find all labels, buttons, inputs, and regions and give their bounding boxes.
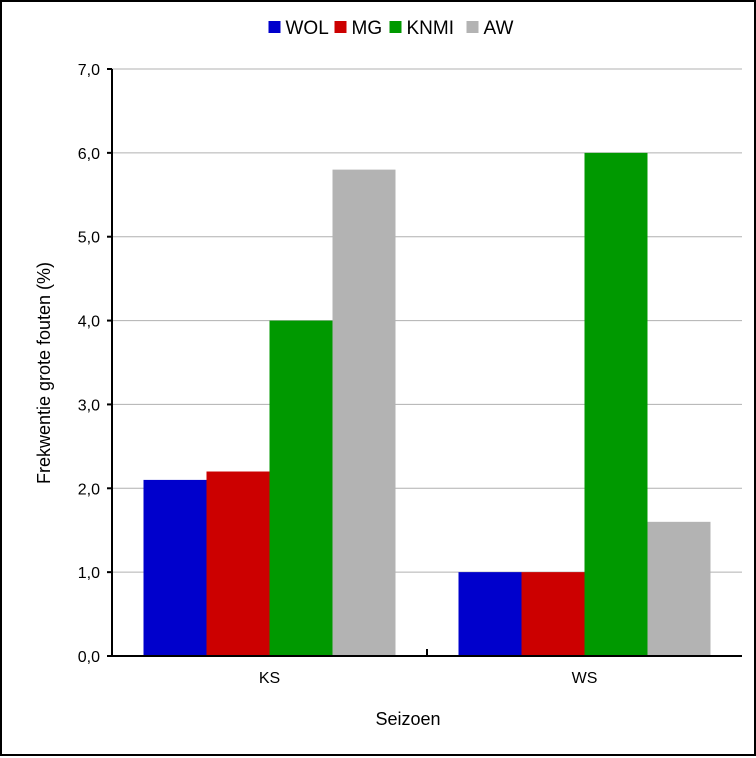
bar-wol-ws	[458, 572, 522, 656]
bar-aw-ks	[332, 169, 396, 656]
x-axis-title: Seizoen	[375, 709, 440, 729]
y-axis-title: Frekwentie grote fouten (%)	[34, 262, 54, 484]
y-tick-label: 6,0	[78, 146, 100, 163]
legend-label-wol: WOL	[286, 18, 329, 39]
x-tick-labels: KS WS	[259, 670, 598, 687]
y-tick-label: 5,0	[78, 230, 100, 247]
legend-label-mg: MG	[352, 18, 383, 39]
y-tick-label: 4,0	[78, 314, 100, 331]
legend-label-aw: AW	[484, 18, 514, 39]
y-tick-label: 1,0	[78, 565, 100, 582]
bar-knmi-ws	[584, 152, 648, 656]
bar-mg-ws	[521, 572, 585, 656]
legend: WOL MG KNMI AW	[268, 18, 514, 39]
bar-mg-ks	[206, 471, 270, 656]
bar-wol-ks	[143, 479, 207, 656]
legend-swatch-aw	[466, 21, 479, 33]
axes	[107, 68, 742, 657]
x-tick-label: WS	[572, 670, 598, 687]
y-tick-label: 3,0	[78, 397, 100, 414]
bar-aw-ws	[647, 521, 711, 656]
y-tick-label: 7,0	[78, 62, 100, 79]
y-tick-label: 2,0	[78, 481, 100, 498]
x-tick-label: KS	[259, 670, 280, 687]
legend-swatch-mg	[334, 21, 347, 33]
y-tick-labels: 0,0 1,0 2,0 3,0 4,0 5,0 6,0 7,0	[78, 62, 100, 666]
legend-label-knmi: KNMI	[407, 18, 455, 39]
legend-swatch-wol	[268, 21, 281, 33]
legend-swatch-knmi	[389, 21, 402, 33]
bar-knmi-ks	[269, 320, 333, 656]
bars	[143, 152, 711, 656]
y-tick-label: 0,0	[78, 649, 100, 666]
